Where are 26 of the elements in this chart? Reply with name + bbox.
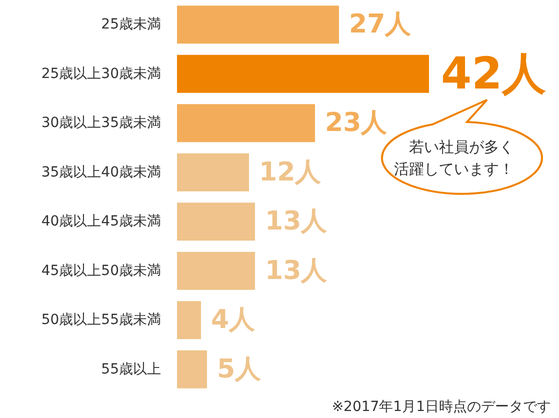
bar [177,252,255,290]
y-tick-label: 25歳未満 [101,16,161,33]
y-tick-label: 40歳以上45歳未満 [41,214,161,230]
y-tick-label: 35歳以上40歳未満 [41,164,161,180]
text: ※2017年1月1日時点のデータです [332,398,551,416]
data-label: 42人 [441,48,546,100]
bar [177,6,339,44]
data-label: 5人 [217,354,262,384]
data-label: 27人 [349,10,412,40]
y-tick-label: 45歳以上50歳未満 [41,262,161,279]
data-label: 23人 [325,108,388,138]
bar [177,350,207,388]
annotation: 若い社員が多く活躍しています！ [394,136,515,180]
y-tick-label: 25歳以上30歳未満 [41,66,161,82]
y-tick-label: 30歳以上35歳未満 [41,115,161,132]
bar [177,202,255,241]
bar [177,153,249,192]
bar [177,301,201,340]
y-tick-label: 50歳以上55歳未満 [41,312,161,328]
bar [177,54,429,93]
bar [177,104,315,142]
data-label: 4人 [211,305,256,336]
data-label: 13人 [265,256,328,286]
data-label: 13人 [265,206,328,237]
data-label: 12人 [259,157,322,188]
y-tick-label: 55歳以上 [101,361,161,378]
